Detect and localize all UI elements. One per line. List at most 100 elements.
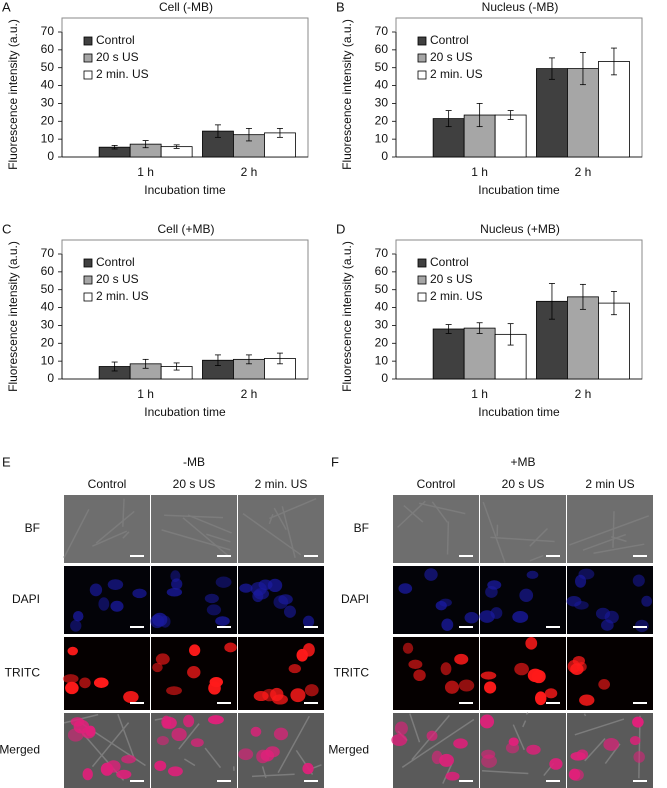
y-tick-label: 10 — [41, 131, 55, 145]
x-axis-label: Incubation time — [144, 183, 226, 197]
cell-outline — [482, 501, 506, 563]
nucleus — [526, 570, 539, 579]
micrograph-bg — [567, 495, 653, 563]
nucleus — [154, 760, 167, 772]
y-tick-label: 50 — [375, 282, 389, 296]
y-tick-label: 10 — [41, 353, 55, 367]
y-tick-label: 10 — [375, 131, 389, 145]
y-tick-label: 20 — [41, 113, 55, 127]
cell-outline — [178, 723, 200, 750]
nucleus — [505, 742, 520, 754]
micrograph-bg — [238, 495, 324, 563]
y-tick-label: 60 — [375, 42, 389, 56]
legend-label: 20 s US — [96, 50, 139, 64]
nucleus — [480, 671, 497, 680]
cell-outline — [431, 501, 449, 523]
micrograph-bg — [64, 495, 150, 563]
nucleus — [481, 754, 497, 768]
y-tick-label: 60 — [375, 264, 389, 278]
nucleus — [89, 583, 103, 597]
cell-outline — [446, 521, 450, 555]
nucleus — [93, 677, 109, 688]
cell-outline — [91, 722, 130, 768]
nucleus — [598, 679, 611, 690]
legend-swatch — [417, 36, 427, 46]
nucleus — [575, 574, 587, 588]
cell-outline — [122, 498, 125, 527]
row-label: Merged — [328, 743, 369, 757]
column-label: Control — [88, 477, 127, 491]
micrograph — [150, 566, 237, 634]
cell-outline — [206, 533, 231, 543]
legend-label: 2 min. US — [430, 289, 483, 303]
cell-outline — [512, 724, 525, 751]
nucleus — [579, 694, 595, 706]
nucleus — [544, 688, 558, 699]
micrograph — [238, 495, 324, 563]
cell-outline — [95, 510, 135, 544]
micrograph — [63, 495, 150, 563]
y-tick-label: 40 — [41, 300, 55, 314]
x-axis-label: Incubation time — [478, 405, 560, 419]
micrograph — [391, 713, 479, 788]
panel-label: C — [2, 221, 11, 236]
nucleus — [424, 568, 438, 581]
cell-outline — [418, 502, 466, 515]
x-tick-label: 2 h — [575, 387, 592, 401]
cell-outline — [268, 514, 274, 525]
nucleus — [441, 618, 454, 631]
cell-outline — [251, 773, 295, 778]
nucleus — [283, 605, 296, 618]
nucleus — [82, 768, 93, 781]
cell-outline — [529, 527, 549, 547]
legend-swatch — [417, 275, 427, 285]
nucleus — [426, 730, 438, 742]
nucleus — [394, 721, 408, 736]
micrograph — [151, 495, 237, 563]
nucleus — [303, 643, 315, 657]
nucleus — [454, 653, 469, 665]
chart-title: Cell (-MB) — [159, 0, 213, 14]
nucleus — [464, 611, 479, 624]
nucleus — [65, 681, 79, 695]
nucleus — [487, 580, 502, 590]
nucleus — [161, 715, 172, 729]
chart-title: Cell (+MB) — [157, 222, 214, 236]
x-axis-label: Incubation time — [478, 183, 560, 197]
y-tick-label: 30 — [41, 96, 55, 110]
legend-label: Control — [430, 255, 469, 269]
micrograph — [480, 495, 566, 563]
nucleus — [250, 726, 262, 737]
y-tick-label: 0 — [47, 149, 54, 163]
y-tick-label: 40 — [41, 78, 55, 92]
panel-label: D — [336, 221, 345, 236]
micrograph — [567, 637, 653, 710]
row-label: BF — [354, 521, 369, 535]
y-axis-label: Fluorescence intensity (a.u.) — [6, 241, 20, 392]
y-tick-label: 20 — [375, 113, 389, 127]
cell-outline — [187, 514, 232, 534]
nucleus — [238, 748, 254, 761]
row-label: DAPI — [12, 592, 40, 606]
nucleus — [603, 737, 620, 751]
x-tick-label: 1 h — [471, 165, 488, 179]
x-tick-label: 1 h — [137, 165, 154, 179]
nucleus — [600, 619, 614, 631]
nucleus — [260, 749, 275, 762]
nucleus — [70, 619, 82, 632]
nucleus — [98, 597, 110, 611]
nucleus — [304, 684, 319, 697]
y-tick-label: 50 — [41, 282, 55, 296]
y-tick-label: 70 — [41, 24, 55, 38]
nucleus — [270, 687, 284, 702]
nucleus — [402, 642, 414, 654]
cell-outline — [92, 530, 128, 547]
micrograph — [480, 637, 566, 710]
nucleus — [566, 595, 582, 607]
cell-outline — [183, 758, 196, 767]
nucleus — [132, 588, 147, 599]
legend-swatch — [417, 70, 427, 80]
cell-outline — [164, 514, 224, 519]
cell-outline — [242, 512, 302, 556]
nucleus — [204, 593, 219, 604]
